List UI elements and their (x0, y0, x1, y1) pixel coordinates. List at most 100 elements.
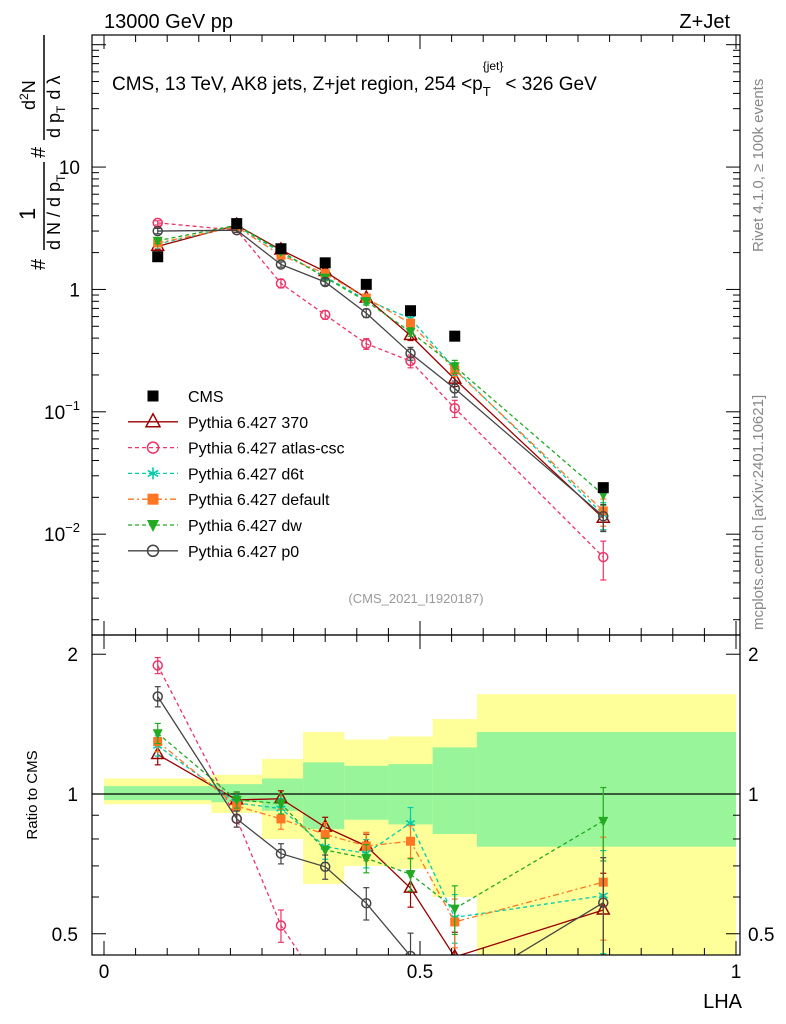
main-panel-series (150, 216, 611, 581)
legend-entry-2: Pythia 6.427 atlas-csc (128, 441, 345, 458)
ytick-label-base-2: 1 (69, 280, 80, 301)
legend-entry-4-label: Pythia 6.427 default (188, 492, 330, 509)
ylabel-d2n-n: N (19, 80, 39, 93)
legend-entry-3-label: Pythia 6.427 d6t (188, 466, 304, 483)
ratio-point-p0-5 (405, 950, 416, 955)
xtick-label-2: 1 (731, 962, 742, 983)
series-p0 (152, 224, 609, 533)
point-p0-7 (598, 511, 609, 522)
ratio-point-default-5 (406, 836, 416, 846)
ratio-series-p0 (152, 686, 609, 997)
ytick-label-2: 1 (69, 280, 80, 301)
header-left: 13000 GeV pp (104, 11, 233, 33)
ratio-point-dw-6 (449, 904, 460, 915)
cms-point-7 (597, 482, 609, 494)
header-right: Z+Jet (679, 11, 730, 33)
cms-point-0 (152, 251, 164, 263)
point-dw-4 (361, 297, 372, 308)
ratio-line-atlas-csc (157, 665, 302, 955)
point-p0-0 (152, 225, 163, 237)
point-dw-0 (152, 236, 163, 247)
y-axis-label: # 1 d N / d pT # d2N d pTd λ (15, 35, 68, 270)
cms-point-6 (449, 330, 461, 342)
ratio-uncertainty-bands (104, 694, 736, 955)
legend-entry-3-marker (147, 467, 159, 480)
line-default (157, 226, 604, 512)
ratio-point-atlas-csc-3 (321, 987, 330, 996)
mcplots-label: mcplots.cern.ch [arXiv:2401.10621] (750, 395, 767, 630)
xtick-label-0: 0 (99, 962, 110, 983)
ratio-tick-right-0: 0.5 (748, 925, 774, 946)
legend-entry-5: Pythia 6.427 dw (128, 518, 302, 535)
ylabel-hash-2: # (28, 146, 50, 158)
series-d6t (152, 220, 609, 531)
plot-title-main: CMS, 13 TeV, AK8 jets, Z+jet region, 254… (112, 74, 483, 95)
ratio-tick-right-2: 2 (748, 645, 759, 666)
ratio-point-p0-4 (361, 897, 372, 909)
legend-entry-0-label: CMS (188, 389, 224, 406)
point-atlas-csc-3 (319, 309, 331, 321)
point-p0-5 (405, 348, 416, 359)
point-dw-7 (598, 490, 609, 501)
plot-title-end: < 326 GeV (505, 74, 597, 95)
rivet-label: Rivet 4.1.0, ≥ 100k events (750, 79, 767, 252)
axes (91, 34, 741, 956)
ratio-panel-series (150, 656, 611, 1024)
ratio-point-p0-7 (598, 897, 609, 908)
ratio-point-370-0 (150, 745, 165, 760)
point-p0-6 (449, 383, 461, 394)
ytick-label-base-0: 10 (44, 525, 65, 546)
legend-entry-6-label: Pythia 6.427 p0 (188, 544, 299, 561)
ytick-label-0: 10−2 (44, 520, 80, 546)
legend-entry-6-marker (146, 544, 160, 558)
legend-entry-5-label: Pythia 6.427 dw (188, 518, 302, 535)
ratio-point-dw-2 (275, 799, 286, 810)
ratio-line-p0 (157, 696, 604, 955)
ratio-point-atlas-csc-2 (275, 920, 287, 931)
ytick-label-base-3: 10 (59, 158, 80, 179)
legend-entry-4-marker (147, 493, 159, 505)
ratio-line-dw (157, 732, 604, 910)
point-atlas-csc-2 (275, 278, 287, 289)
point-p0-4 (361, 307, 372, 319)
legend-entry-1-label: Pythia 6.427 370 (188, 415, 308, 432)
ratio-point-atlas-csc-4 (362, 1015, 371, 1024)
cms-point-1 (231, 218, 243, 230)
point-dw-5 (405, 327, 416, 338)
line-dw (157, 224, 604, 496)
line-370 (157, 224, 604, 519)
ylabel-hash-1: # (28, 258, 50, 270)
series-cms (152, 218, 609, 494)
ylabel-t2: T (54, 105, 68, 113)
ylabel-d2n-d: d (19, 100, 39, 110)
ylabel-d2n-sq: 2 (17, 93, 31, 100)
ratio-point-default-3 (320, 829, 330, 839)
plot-title-sub: T (483, 84, 491, 99)
ratio-point-atlas-csc-0 (152, 660, 163, 671)
ylabel-one: 1 (15, 208, 40, 220)
band-green-6 (432, 747, 477, 835)
cms-point-2 (275, 243, 287, 255)
cms-point-5 (405, 305, 417, 317)
point-dw-6 (449, 362, 460, 373)
legend: CMS Pythia 6.427 370 Pythia 6.427 atlas-cs… (128, 389, 345, 561)
ratio-point-p0-3 (319, 861, 331, 873)
ytick-label-exp-1: −1 (65, 398, 80, 413)
ratio-y-label: Ratio to CMS (24, 750, 41, 839)
ratio-point-p0-0 (152, 691, 163, 702)
point-p0-2 (275, 259, 287, 270)
band-green-0 (104, 786, 212, 801)
band-green-7 (476, 731, 736, 847)
ytick-label-1: 10−1 (44, 398, 80, 424)
ylabel-dpt: d p (44, 113, 64, 138)
legend-entry-1: Pythia 6.427 370 (128, 412, 308, 432)
ratio-point-p0-1 (231, 813, 242, 825)
svg-text:#: # (28, 258, 50, 270)
point-atlas-csc-7 (598, 551, 609, 563)
ratio-line-370 (157, 753, 604, 955)
ratio-point-d6t-5-arm-2 (405, 819, 416, 827)
svg-text:d N / d pT: d N / d pT (44, 174, 68, 250)
ratio-point-p0-6 (450, 988, 459, 997)
